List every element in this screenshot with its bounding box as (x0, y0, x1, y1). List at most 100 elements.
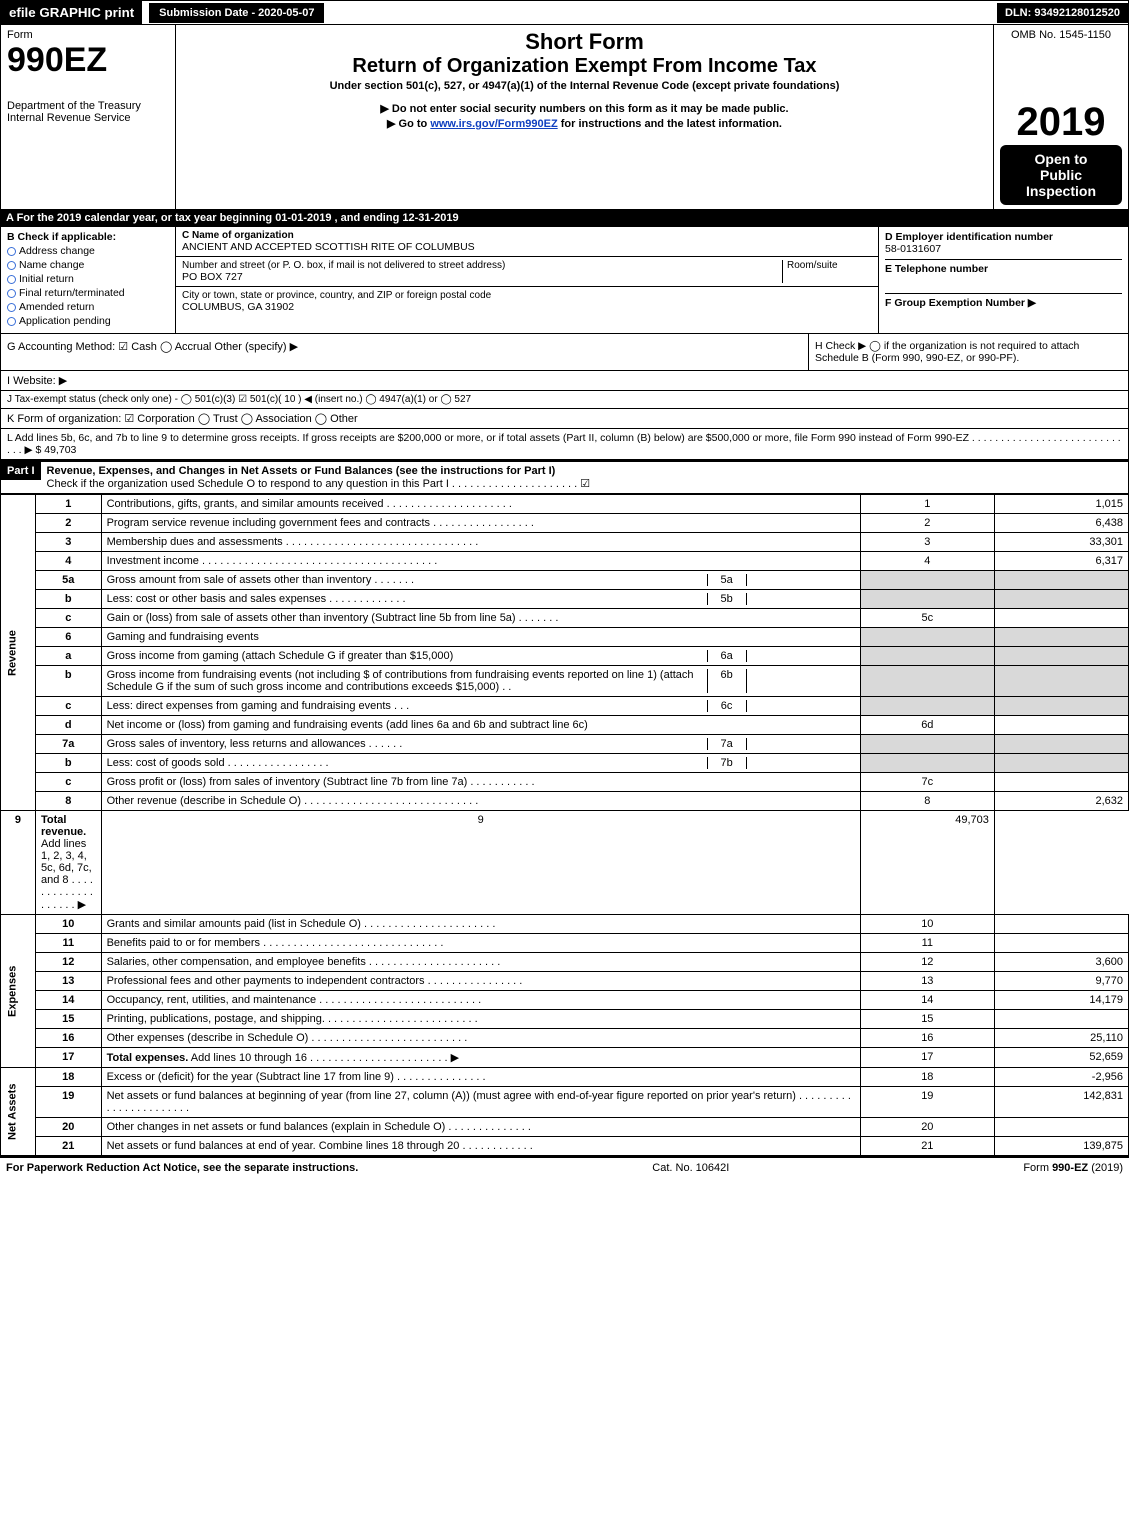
chk-initial-return[interactable]: Initial return (7, 273, 169, 285)
chk-name-change[interactable]: Name change (7, 259, 169, 271)
submission-date: Submission Date - 2020-05-07 (148, 2, 325, 24)
line-description: Net assets or fund balances at beginning… (101, 1087, 860, 1118)
line-amount (994, 934, 1128, 953)
warning-line: ▶ Do not enter social security numbers o… (182, 102, 987, 115)
line-amount: 9,770 (994, 972, 1128, 991)
line-ref: 3 (860, 533, 994, 552)
line-g: G Accounting Method: ☑ Cash ◯ Accrual Ot… (1, 334, 808, 370)
line-ref: 2 (860, 514, 994, 533)
line-amount (994, 915, 1128, 934)
line-ref: 8 (860, 792, 994, 811)
line-amount: 52,659 (994, 1048, 1128, 1068)
chk-application-pending[interactable]: Application pending (7, 315, 169, 327)
line-ref: 13 (860, 972, 994, 991)
goto-post: for instructions and the latest informat… (561, 118, 782, 130)
open-line-2: Public (1004, 167, 1118, 183)
line-number: 14 (35, 991, 101, 1010)
chk-address-change[interactable]: Address change (7, 245, 169, 257)
chk-amended-return[interactable]: Amended return (7, 301, 169, 313)
table-row: 11Benefits paid to or for members . . . … (1, 934, 1129, 953)
street-label: Number and street (or P. O. box, if mail… (182, 260, 782, 271)
table-row: 13Professional fees and other payments t… (1, 972, 1129, 991)
city-label: City or town, state or province, country… (182, 290, 872, 301)
line-ref: 21 (860, 1137, 994, 1156)
line-amount (994, 716, 1128, 735)
line-number: 4 (35, 552, 101, 571)
line-k: K Form of organization: ☑ Corporation ◯ … (1, 408, 1128, 428)
box-c-label: C Name of organization (182, 230, 872, 241)
open-line-3: Inspection (1004, 183, 1118, 199)
line-amount (994, 590, 1128, 609)
line-ref: 19 (860, 1087, 994, 1118)
line-number: 13 (35, 972, 101, 991)
table-row: 20Other changes in net assets or fund ba… (1, 1118, 1129, 1137)
box-b-items: Address change Name change Initial retur… (7, 245, 169, 327)
table-row: 14Occupancy, rent, utilities, and mainte… (1, 991, 1129, 1010)
line-number: 6 (35, 628, 101, 647)
line-amount (994, 1010, 1128, 1029)
line-l: L Add lines 5b, 6c, and 7b to line 9 to … (1, 428, 1128, 459)
footer-right: Form 990-EZ (2019) (1023, 1162, 1123, 1174)
form-label: Form (7, 29, 169, 41)
line-amount: 49,703 (860, 811, 994, 915)
subtitle: Under section 501(c), 527, or 4947(a)(1)… (182, 80, 987, 92)
revenue-side-label: Revenue (1, 495, 36, 811)
print-button[interactable]: efile GRAPHIC print (1, 1, 142, 24)
line-description: Excess or (deficit) for the year (Subtra… (101, 1068, 860, 1087)
table-row: dNet income or (loss) from gaming and fu… (1, 716, 1129, 735)
page-footer: For Paperwork Reduction Act Notice, see … (0, 1156, 1129, 1178)
line-i: I Website: ▶ (1, 370, 1128, 390)
line-number: b (35, 666, 101, 697)
part-1-subtitle: Check if the organization used Schedule … (47, 478, 591, 490)
line-number: 5a (35, 571, 101, 590)
goto-link[interactable]: www.irs.gov/Form990EZ (430, 118, 557, 130)
line-number: a (35, 647, 101, 666)
line-description: Gain or (loss) from sale of assets other… (101, 609, 860, 628)
line-description: Net income or (loss) from gaming and fun… (101, 716, 860, 735)
table-row: aGross income from gaming (attach Schedu… (1, 647, 1129, 666)
line-description: Professional fees and other payments to … (101, 972, 860, 991)
line-ref: 20 (860, 1118, 994, 1137)
table-row: 15Printing, publications, postage, and s… (1, 1010, 1129, 1029)
line-amount: 14,179 (994, 991, 1128, 1010)
line-amount: 6,317 (994, 552, 1128, 571)
city-value: COLUMBUS, GA 31902 (182, 301, 872, 313)
line-ref: 17 (860, 1048, 994, 1068)
goto-pre: ▶ Go to (387, 118, 430, 130)
line-amount: 139,875 (994, 1137, 1128, 1156)
line-ref: 6d (860, 716, 994, 735)
line-number: 19 (35, 1087, 101, 1118)
table-row: 18Excess or (deficit) for the year (Subt… (1, 1068, 1129, 1087)
expenses-side-label: Expenses (1, 915, 36, 1068)
line-description: Membership dues and assessments . . . . … (101, 533, 860, 552)
line-ref: 10 (860, 915, 994, 934)
open-line-1: Open to (1004, 151, 1118, 167)
line-description: Benefits paid to or for members . . . . … (101, 934, 860, 953)
table-row: 3Membership dues and assessments . . . .… (1, 533, 1129, 552)
line-j: J Tax-exempt status (check only one) - ◯… (1, 390, 1128, 408)
line-ref: 14 (860, 991, 994, 1010)
table-row: 10Grants and similar amounts paid (list … (1, 915, 1129, 934)
table-row: 16Other expenses (describe in Schedule O… (1, 1029, 1129, 1048)
table-row: cLess: direct expenses from gaming and f… (1, 697, 1129, 716)
line-ref: 4 (860, 552, 994, 571)
line-amount (994, 754, 1128, 773)
line-ref: 1 (860, 495, 994, 514)
line-amount: -2,956 (994, 1068, 1128, 1087)
line-ref (860, 735, 994, 754)
chk-final-return[interactable]: Final return/terminated (7, 287, 169, 299)
part-1-table: Revenue 1Contributions, gifts, grants, a… (0, 494, 1129, 1156)
line-ref (860, 571, 994, 590)
table-row: 17Total expenses. Add lines 10 through 1… (1, 1048, 1129, 1068)
table-row: 2Program service revenue including gover… (1, 514, 1129, 533)
footer-mid: Cat. No. 10642I (652, 1162, 729, 1174)
top-bar: efile GRAPHIC print Submission Date - 20… (0, 0, 1129, 25)
line-number: 7a (35, 735, 101, 754)
line-amount (994, 609, 1128, 628)
line-description: Less: cost of goods sold . . . . . . . .… (101, 754, 860, 773)
line-description: Gaming and fundraising events (101, 628, 860, 647)
line-number: 15 (35, 1010, 101, 1029)
line-description: Gross income from gaming (attach Schedul… (101, 647, 860, 666)
line-amount: 33,301 (994, 533, 1128, 552)
line-description: Program service revenue including govern… (101, 514, 860, 533)
